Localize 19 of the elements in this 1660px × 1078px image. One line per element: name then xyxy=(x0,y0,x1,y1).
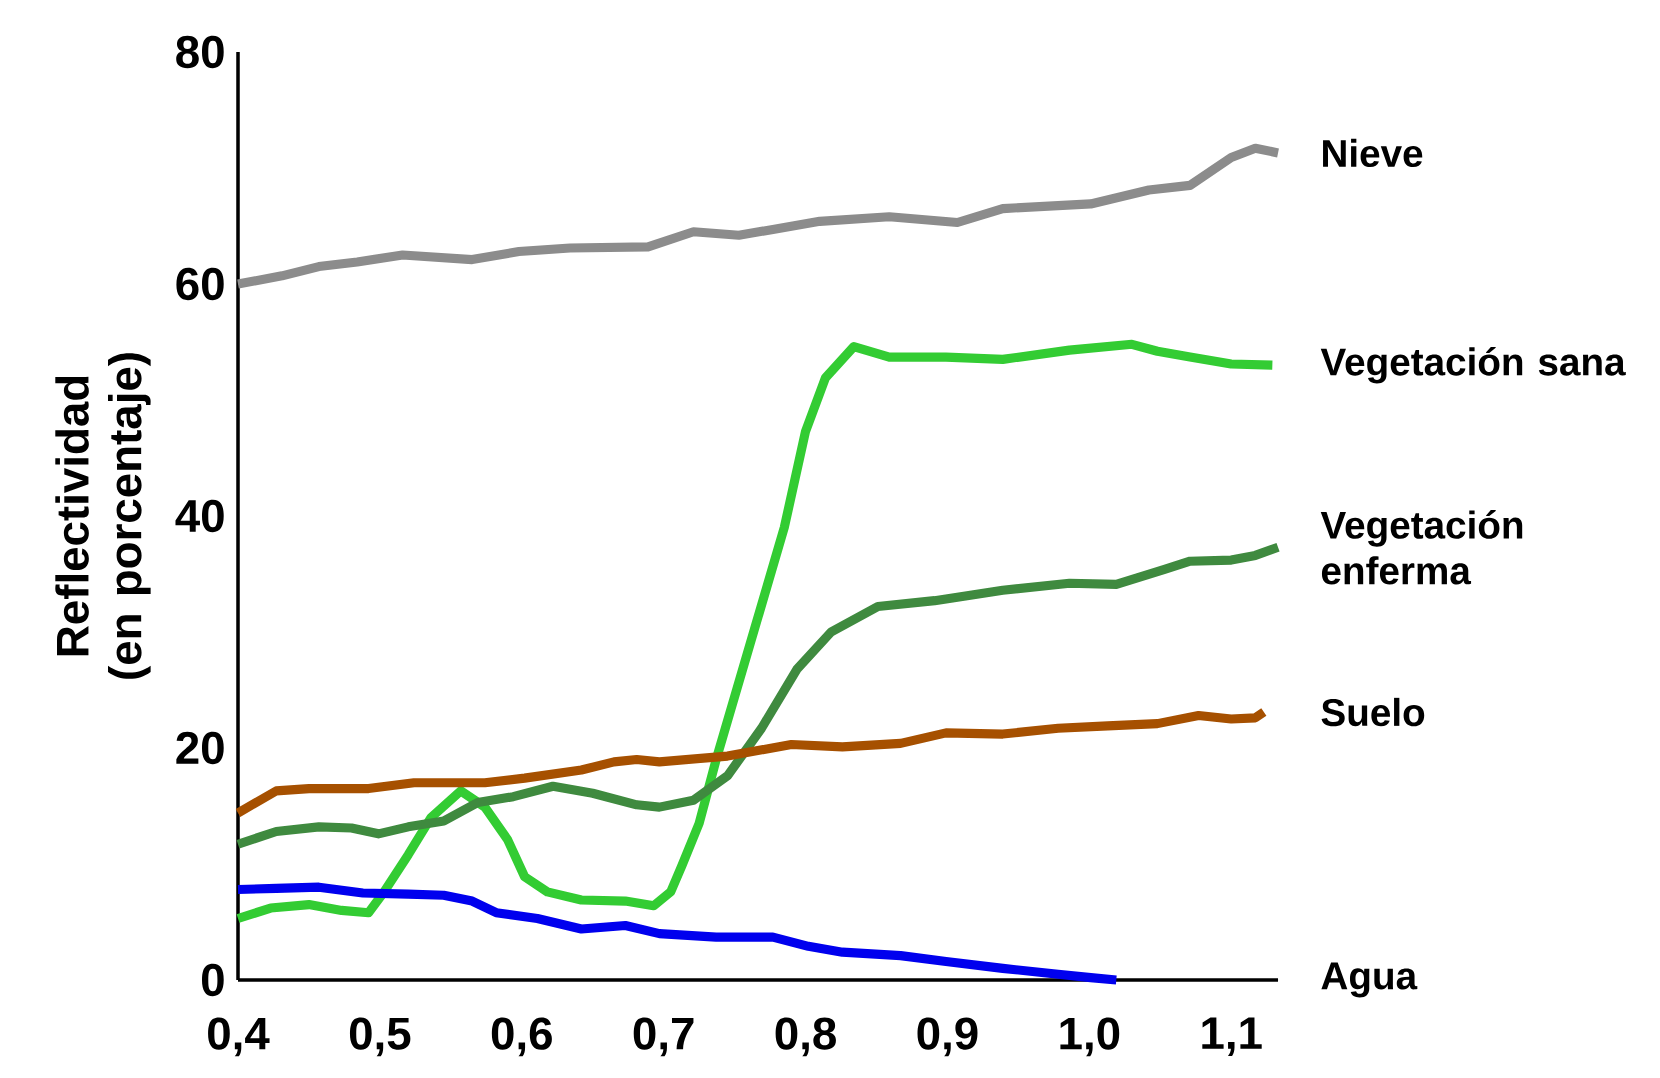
series-label: Vegetación sana xyxy=(1320,346,1626,384)
y-tick-label: 80 xyxy=(176,35,224,69)
y-axis-title: Reflectividad (en porcentaje) xyxy=(55,353,151,679)
x-tick-label: 0,6 xyxy=(491,1017,552,1057)
text: Agua xyxy=(1321,962,1418,998)
x-tick-label: 0,8 xyxy=(775,1017,836,1057)
y-tick-label: 0 xyxy=(201,963,224,997)
x-tick-label: 0,5 xyxy=(349,1017,411,1057)
y-tick-label: 40 xyxy=(175,499,224,533)
x-tick-label: 1,0 xyxy=(1060,1017,1120,1057)
y-tick-label: 60 xyxy=(176,267,224,301)
x-tick-label: 0,9 xyxy=(917,1017,978,1057)
x-tick-label: 1,1 xyxy=(1202,1017,1262,1056)
x-tick-label: 0,7 xyxy=(633,1017,694,1057)
y-tick-label: 20 xyxy=(176,731,224,765)
series-label: Suelo xyxy=(1321,697,1425,727)
series-label: Nieve xyxy=(1323,138,1423,168)
series-label: Vegetación enferma xyxy=(1320,510,1523,585)
x-tick-label: 0,4 xyxy=(208,1017,270,1057)
